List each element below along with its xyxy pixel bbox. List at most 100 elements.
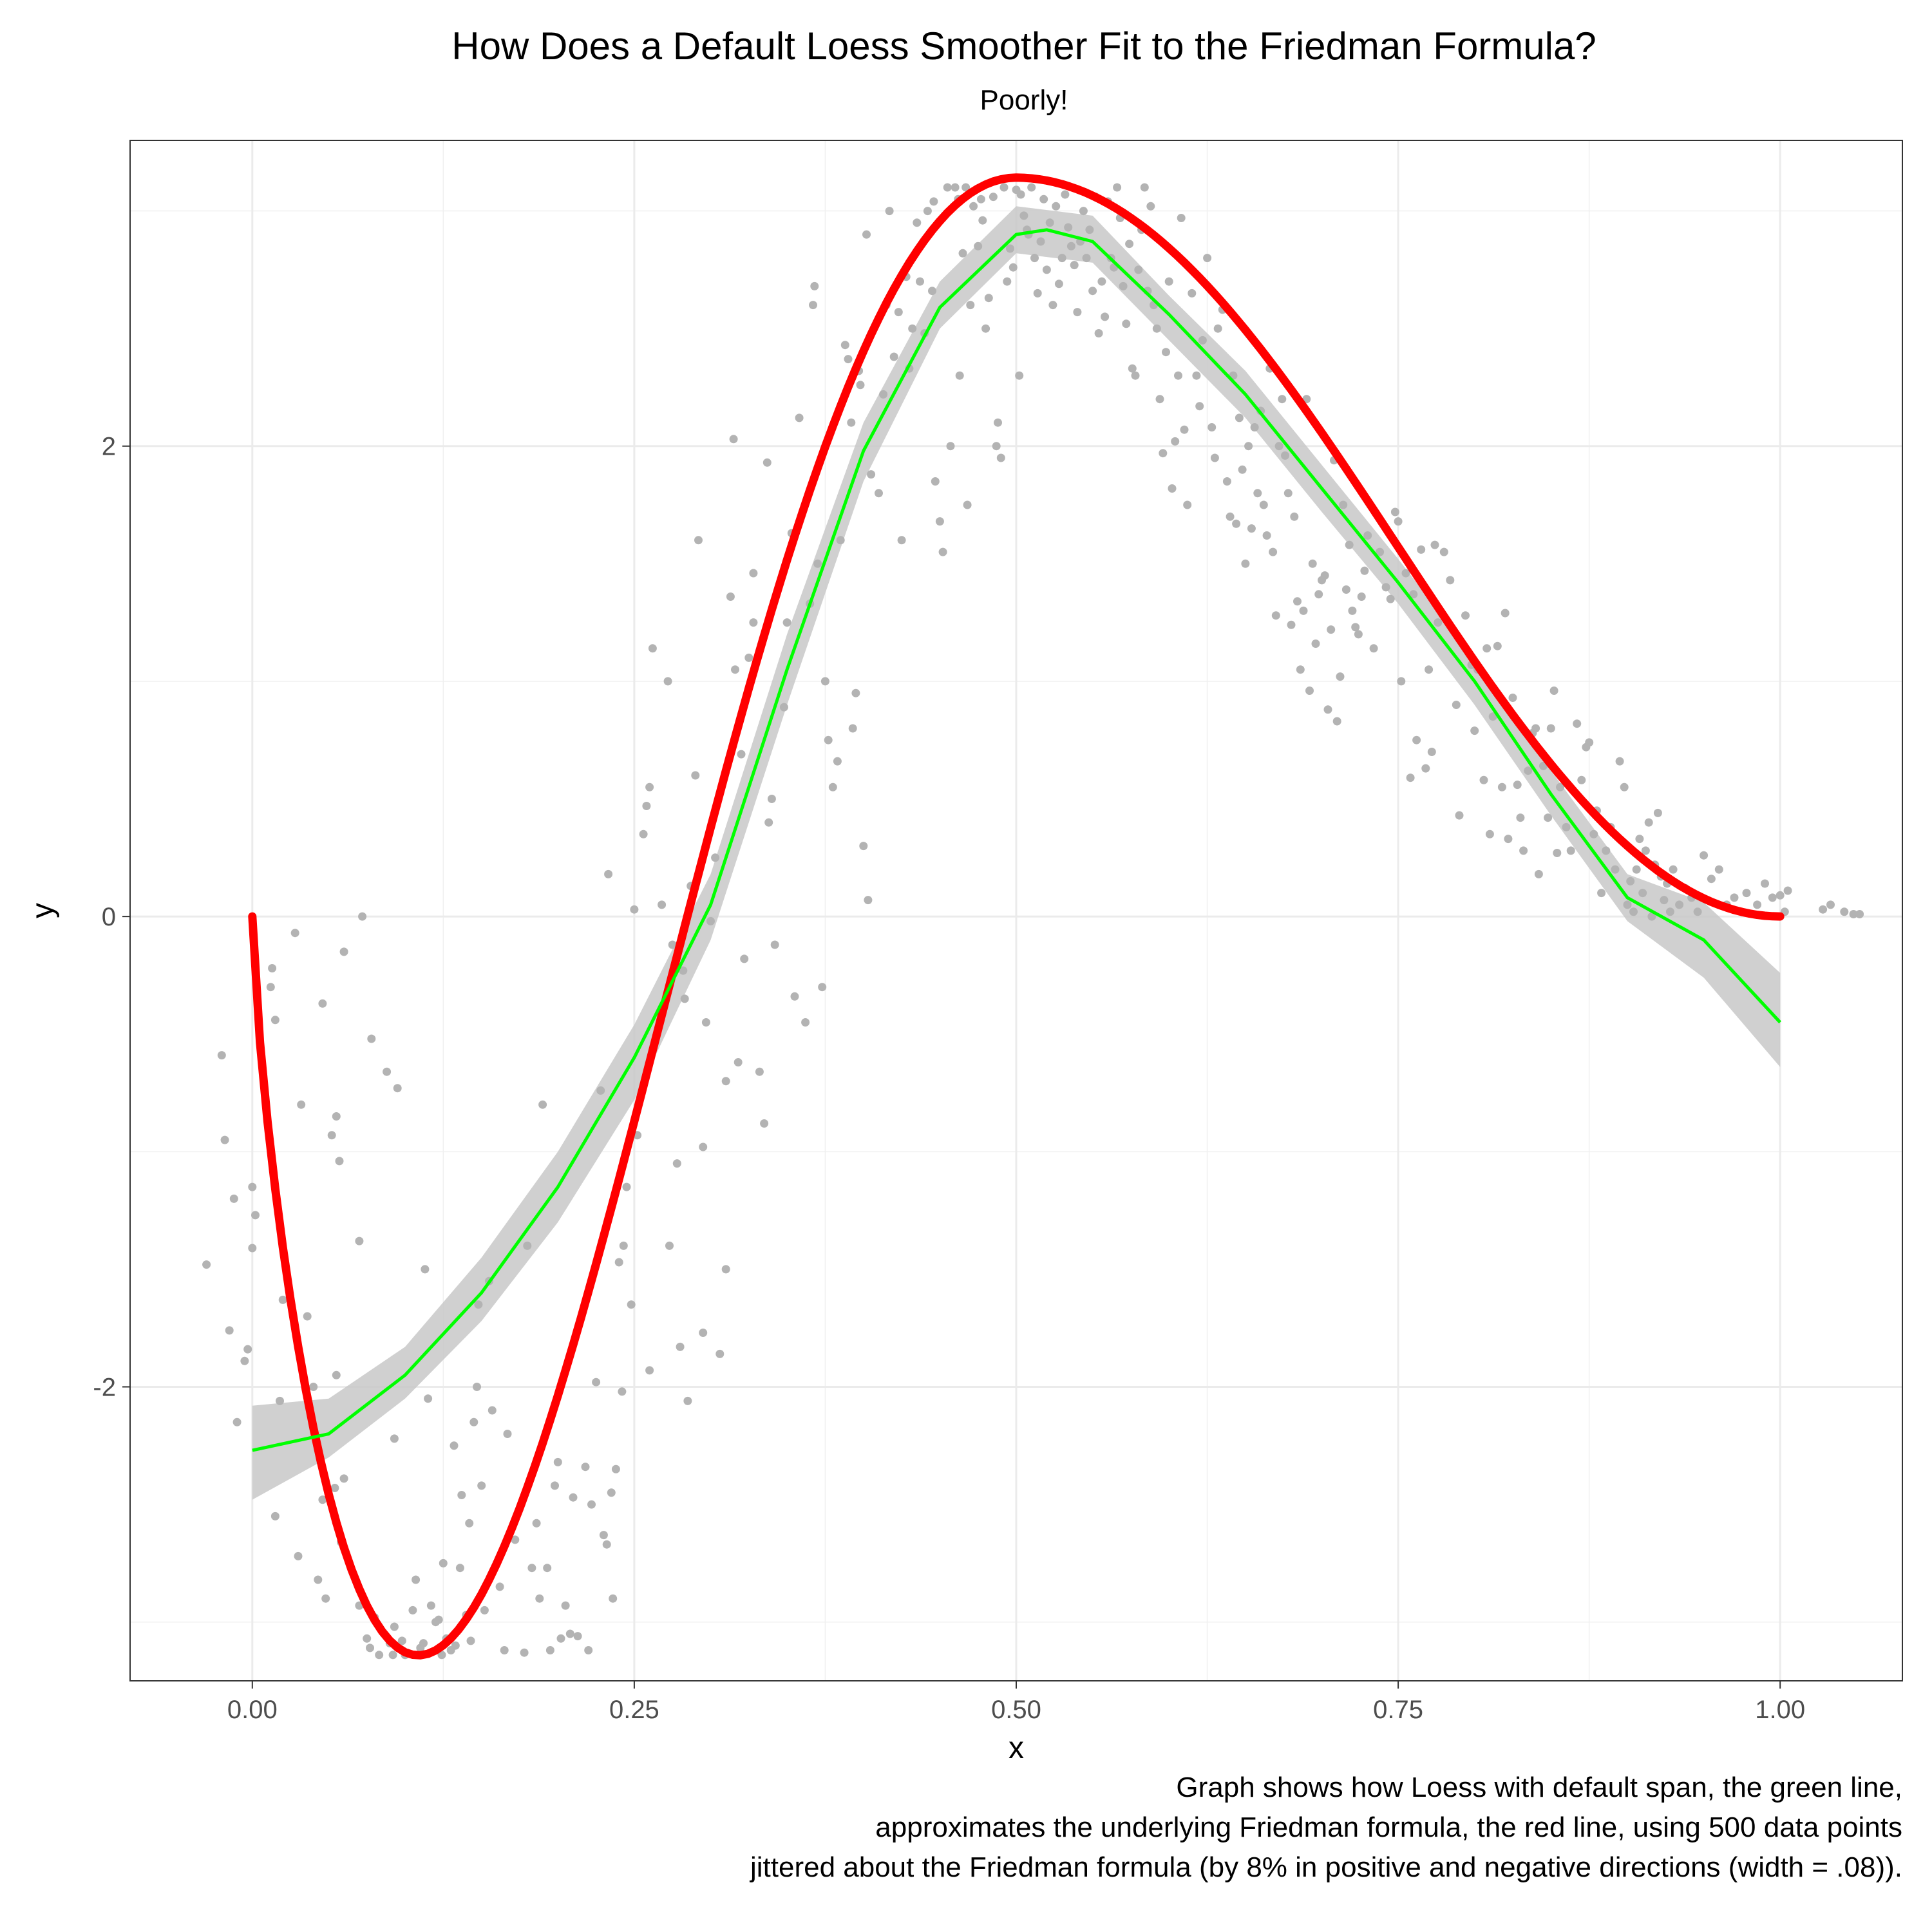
data-point [1644, 818, 1653, 827]
data-point [321, 1594, 330, 1603]
data-point [1119, 281, 1128, 290]
data-point [828, 782, 837, 791]
data-point [969, 202, 978, 211]
data-point [1131, 371, 1140, 380]
loess-line [252, 228, 1782, 1452]
data-point [1323, 705, 1332, 714]
data-point [604, 869, 613, 878]
data-point [1776, 891, 1785, 900]
data-point [270, 1016, 279, 1025]
data-point [426, 1601, 435, 1610]
data-point [894, 308, 903, 317]
data-point [1203, 254, 1212, 263]
data-point [1768, 893, 1777, 902]
data-point [599, 1531, 608, 1540]
data-point [1085, 225, 1094, 234]
data-point [1235, 413, 1244, 422]
data-point [721, 1077, 730, 1086]
data-point [1635, 835, 1644, 844]
data-point [699, 1329, 708, 1337]
data-point [856, 381, 865, 390]
data-point [232, 1417, 242, 1426]
data-point [1278, 395, 1287, 404]
data-point [383, 1067, 392, 1076]
data-point [1363, 531, 1372, 540]
data-point [715, 1349, 724, 1358]
data-point [955, 371, 964, 380]
data-point [1482, 644, 1492, 653]
data-point [1296, 665, 1305, 674]
data-point [1488, 712, 1497, 721]
data-point [1283, 489, 1293, 498]
data-point [390, 1622, 399, 1631]
data-point [276, 1396, 284, 1405]
data-point [642, 802, 651, 810]
data-point [989, 193, 998, 202]
data-point [1707, 875, 1716, 884]
data-point [1064, 223, 1073, 232]
data-point [569, 1493, 578, 1502]
data-point [885, 207, 894, 216]
data-point [1232, 519, 1241, 528]
data-point [1180, 425, 1189, 434]
data-point [627, 1300, 636, 1309]
data-point [1177, 214, 1186, 222]
data-point [974, 242, 983, 251]
data-point [393, 1084, 402, 1093]
data-point [913, 218, 922, 227]
data-point [303, 1312, 312, 1321]
data-point [1039, 194, 1048, 204]
data-point [480, 1605, 489, 1615]
data-point [1351, 623, 1360, 632]
data-point [864, 896, 873, 905]
data-point [951, 183, 960, 192]
data-point [335, 1157, 344, 1166]
y-tick-label: -2 [93, 1374, 116, 1402]
data-point [1164, 277, 1173, 286]
data-point [749, 569, 758, 578]
data-point [996, 453, 1005, 462]
data-point [1354, 630, 1363, 639]
data-point [1602, 846, 1611, 855]
chart-title: How Does a Default Loess Smoother Fit to… [451, 24, 1596, 68]
data-point [309, 1383, 318, 1391]
x-axis: 0.00 0.25 0.50 0.75 1.00 [227, 1681, 1805, 1724]
data-point [929, 197, 938, 206]
data-point [1840, 907, 1849, 916]
data-point [1314, 590, 1323, 599]
data-point [1281, 451, 1289, 460]
data-point [1412, 735, 1421, 744]
data-point [1556, 782, 1565, 791]
data-point [1470, 726, 1479, 735]
data-point [1653, 808, 1662, 817]
data-point [1855, 910, 1864, 918]
data-point [782, 618, 791, 627]
data-point [1597, 889, 1606, 898]
data-point [820, 677, 829, 686]
data-point [749, 618, 758, 627]
data-point [938, 547, 947, 556]
data-point [1336, 672, 1345, 681]
data-point [1308, 559, 1317, 568]
caption-line-2: approximates the underlying Friedman for… [875, 1812, 1902, 1843]
data-point [1015, 371, 1024, 380]
data-point [1497, 782, 1506, 791]
data-point [1386, 594, 1395, 603]
data-point [848, 724, 857, 733]
data-point [790, 992, 799, 1001]
data-point [1171, 437, 1180, 446]
data-point [1531, 724, 1540, 733]
data-point [469, 1417, 478, 1426]
data-point [1030, 254, 1039, 263]
data-point [1339, 500, 1348, 509]
data-point [1394, 517, 1403, 526]
data-point [1327, 625, 1336, 634]
data-point [1054, 279, 1063, 289]
data-point [963, 500, 972, 509]
data-point [630, 905, 639, 914]
x-tick-label: 1.00 [1755, 1696, 1805, 1724]
data-point [1479, 775, 1488, 784]
data-point [729, 435, 738, 444]
data-point [1516, 813, 1525, 822]
data-point [1730, 893, 1739, 902]
